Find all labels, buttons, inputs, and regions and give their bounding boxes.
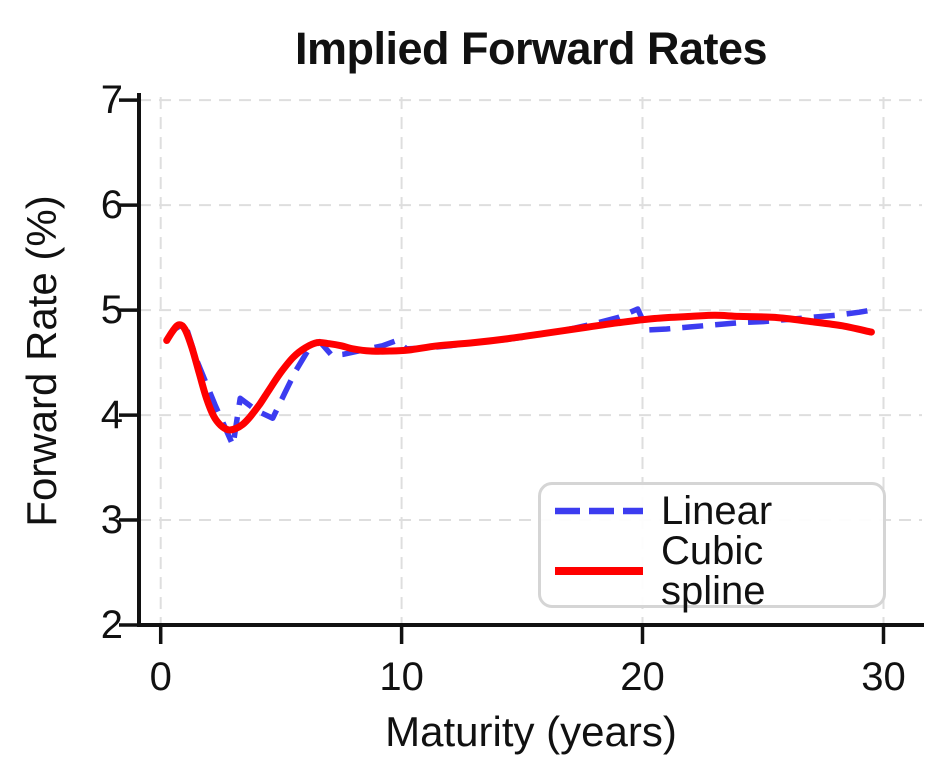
data-series [163, 306, 875, 449]
y-tick-label-6: 6 [101, 183, 123, 227]
y-axis-label: Forward Rate (%) [18, 195, 65, 526]
series-line-cubic-spline [163, 311, 875, 434]
y-tick-label-5: 5 [101, 288, 123, 332]
axis-ticks [119, 98, 886, 644]
y-tick-label-2: 2 [101, 603, 123, 647]
cubic-spline-line-swatch [555, 567, 643, 575]
tick-labels: 0 10 20 30 2 3 4 5 6 7 [101, 78, 906, 699]
x-axis-label: Maturity (years) [385, 708, 677, 755]
series-line-linear [164, 306, 872, 449]
legend-item-cubic-spline: Cubic spline [551, 531, 873, 611]
x-tick-label-0: 0 [150, 655, 172, 699]
legend-label-linear: Linear [661, 489, 773, 533]
y-tick-label-7: 7 [101, 78, 123, 122]
axes-spines [137, 93, 924, 627]
linear-line-swatch [555, 507, 643, 515]
legend-item-linear: Linear [551, 491, 873, 531]
x-tick-label-10: 10 [379, 655, 424, 699]
legend-label-cubic-spline: Cubic spline [661, 529, 766, 613]
y-tick-label-4: 4 [101, 393, 123, 437]
x-tick-label-30: 30 [861, 655, 906, 699]
y-tick-label-3: 3 [101, 498, 123, 542]
legend: Linear Cubic spline [538, 482, 886, 611]
chart-title: Implied Forward Rates [295, 23, 767, 74]
x-tick-label-20: 20 [620, 655, 665, 699]
